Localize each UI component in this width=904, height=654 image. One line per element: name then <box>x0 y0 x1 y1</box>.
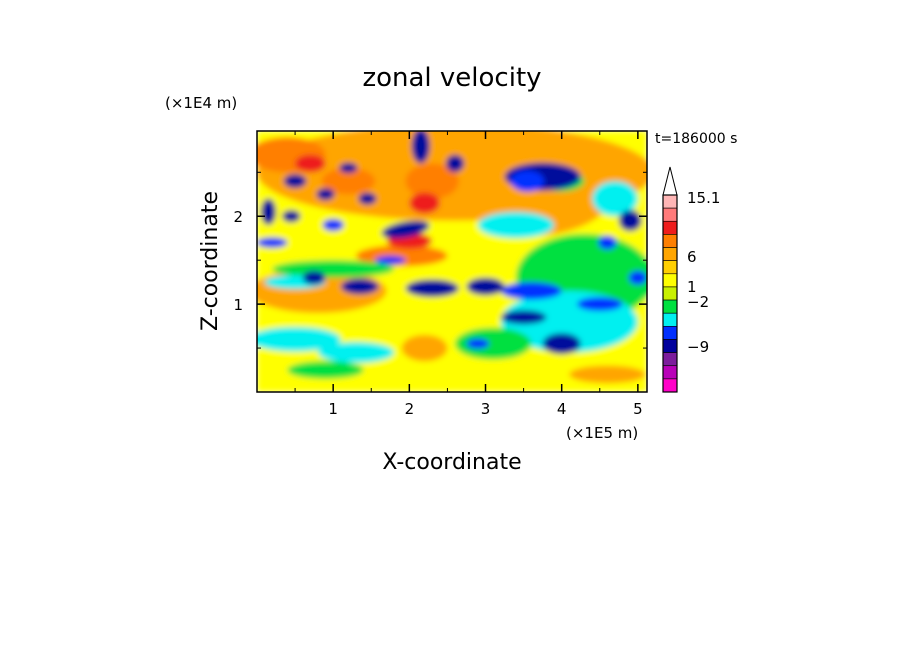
contour-region <box>272 260 395 278</box>
contour-region <box>282 210 301 223</box>
colorbar-level <box>662 220 678 235</box>
colorbar-level <box>662 378 678 393</box>
contour-region <box>358 192 377 205</box>
contour-region <box>445 154 465 173</box>
contour-region <box>339 162 358 174</box>
contour-region <box>500 310 547 325</box>
contour-region <box>316 188 335 201</box>
y-axis-ticks: 12 <box>233 171 647 349</box>
contour-region <box>340 278 379 295</box>
y-scale-label: (×1E4 m) <box>165 94 237 112</box>
colorbar-level <box>662 273 678 288</box>
colorbar-extend-arrow <box>662 166 678 196</box>
contour-region <box>628 270 647 285</box>
colorbar-level <box>662 286 678 301</box>
contour-region <box>401 334 448 362</box>
y-tick-label: 1 <box>233 296 243 314</box>
contour-region <box>283 174 307 189</box>
colorbar: 15.1 6 1−2 −9 <box>662 166 720 393</box>
x-tick-label: 2 <box>405 400 415 418</box>
contour-region <box>405 279 459 298</box>
colorbar-frame <box>662 194 678 393</box>
time-label: t=186000 s <box>655 131 737 147</box>
y-axis-label: Z-coordinate <box>198 191 223 331</box>
x-tick-label: 3 <box>481 400 491 418</box>
colorbar-level <box>662 339 678 353</box>
colorbar-label: 6 <box>687 248 697 266</box>
contour-region <box>477 138 539 171</box>
contour-region <box>257 326 341 352</box>
contour-region <box>466 277 505 296</box>
contour-region <box>317 341 395 364</box>
contour-region <box>411 131 430 164</box>
contour-region <box>321 167 376 195</box>
colorbar-label: 1 <box>687 278 697 296</box>
colorbar-level <box>662 312 678 327</box>
contour-region <box>260 198 277 226</box>
contour-region <box>322 218 344 232</box>
y-tick-label: 2 <box>233 208 243 226</box>
contour-region <box>405 163 459 199</box>
colorbar-level <box>662 234 678 248</box>
plot-frame <box>256 130 648 393</box>
colorbar-level <box>662 365 678 380</box>
contour-region <box>257 237 288 248</box>
contour-region <box>598 235 617 250</box>
contour-region <box>500 282 562 300</box>
colorbar-level <box>662 207 678 222</box>
colorbar-level <box>662 260 678 275</box>
contour-region <box>569 365 646 384</box>
contour-region <box>576 297 623 312</box>
contour-region <box>477 211 555 239</box>
contour-region <box>302 270 326 285</box>
contour-region <box>409 192 440 214</box>
contour-region <box>381 220 430 239</box>
colorbar-level <box>662 247 678 261</box>
contour-region <box>287 361 364 379</box>
contour-region <box>618 210 642 232</box>
x-tick-label: 4 <box>557 400 567 418</box>
colorbar-level <box>662 194 678 209</box>
x-axis-ticks: 1 2 3 4 5 <box>294 131 643 418</box>
contour-region <box>542 333 581 355</box>
x-tick-label: 1 <box>328 400 338 418</box>
colorbar-level <box>662 299 678 314</box>
chart-title: zonal velocity <box>362 63 541 93</box>
colorbar-level <box>662 326 678 340</box>
colorbar-level <box>662 352 678 367</box>
contour-region <box>510 170 545 192</box>
x-tick-label: 5 <box>633 400 643 418</box>
x-axis-label: X-coordinate <box>382 450 521 475</box>
colorbar-label: −9 <box>687 338 709 356</box>
contour-region <box>295 154 326 173</box>
x-scale-label: (×1E5 m) <box>566 424 638 442</box>
colorbar-label: 15.1 <box>687 189 720 207</box>
contour-region <box>466 338 490 349</box>
contour-region <box>592 181 638 217</box>
contour-region <box>455 327 532 360</box>
contour-region <box>375 255 406 265</box>
colorbar-label: −2 <box>687 293 709 311</box>
contour-field <box>257 131 647 392</box>
